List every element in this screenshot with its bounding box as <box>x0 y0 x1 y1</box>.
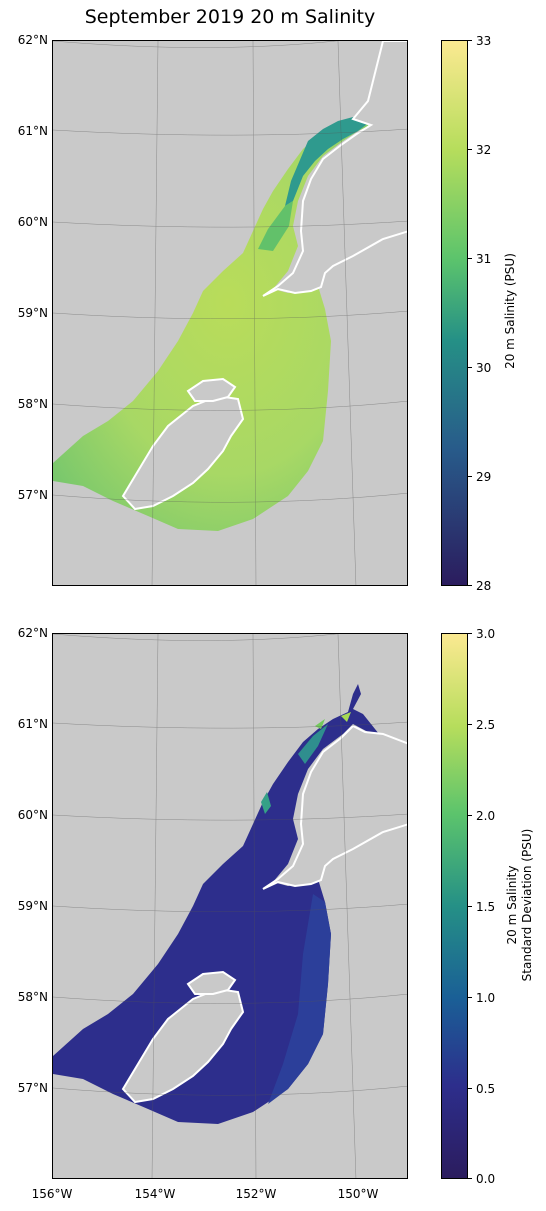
lat-label: 58°N <box>17 990 48 1004</box>
cbar-tick-label: 3.0 <box>476 627 496 641</box>
cbar-tick-label: 29 <box>476 470 492 484</box>
upper-inlet-hotspot <box>298 724 328 764</box>
lat-label: 58°N <box>17 397 48 411</box>
lat-label: 62°N <box>17 33 48 47</box>
cbar-label-line2: Standard Deviation (PSU) <box>520 828 534 982</box>
cb-tick-mark <box>468 633 472 634</box>
lat-label: 57°N <box>17 488 48 502</box>
barren-islands <box>113 1132 148 1146</box>
cb-tick-mark <box>468 724 472 725</box>
cbar-tick-label: 2.5 <box>476 718 496 732</box>
graticule <box>53 634 407 1178</box>
cbar-tick-label: 30 <box>476 361 492 375</box>
cbar-tick-label: 1.5 <box>476 900 496 914</box>
lon-label: 156°W <box>31 1187 73 1201</box>
lon-label: 154°W <box>134 1187 176 1201</box>
cbar-tick-label: 31 <box>476 252 492 266</box>
lon-label: 152°W <box>235 1187 277 1201</box>
cb-tick-mark <box>468 1088 472 1089</box>
cbar-axis-label: 20 m Salinity Standard Deviation (PSU) <box>505 815 535 995</box>
afognak-island <box>186 970 237 995</box>
water-region <box>53 684 379 1124</box>
cbar-tick-label: 33 <box>476 34 492 48</box>
upper-inlet-region <box>285 117 371 206</box>
lat-label: 60°N <box>17 808 48 822</box>
outer-shelf-region <box>268 894 331 1104</box>
salinity-std-map <box>52 633 408 1179</box>
lon-label: 150°W <box>337 1187 379 1201</box>
lat-label: 62°N <box>17 626 48 640</box>
salinity-map <box>52 40 408 586</box>
cbar-tick-label: 1.0 <box>476 991 496 1005</box>
graticule <box>53 41 407 585</box>
cb-tick-mark <box>468 40 472 41</box>
lat-label: 57°N <box>17 1081 48 1095</box>
water-region <box>53 116 371 531</box>
lat-label: 61°N <box>17 124 48 138</box>
cbar-tick-label: 32 <box>476 143 492 157</box>
inlet-head-hotspot <box>341 712 351 722</box>
salinity-colorbar <box>441 40 468 586</box>
lat-label: 59°N <box>17 306 48 320</box>
cb-tick-mark <box>468 1178 472 1179</box>
salinity-map-svg <box>53 41 407 585</box>
cbar-tick-label: 28 <box>476 579 492 593</box>
kenai-peninsula <box>262 41 407 297</box>
std-map-svg <box>53 634 407 1178</box>
lat-label: 60°N <box>17 215 48 229</box>
cbar-axis-label: 20 m Salinity (PSU) <box>503 253 517 369</box>
cbar-tick-label: 2.0 <box>476 809 496 823</box>
cb-tick-mark <box>468 258 472 259</box>
std-colorbar <box>441 633 468 1179</box>
cb-tick-mark <box>468 906 472 907</box>
cb-tick-mark <box>468 997 472 998</box>
figure-title: September 2019 20 m Salinity <box>84 6 376 28</box>
afognak-island <box>186 377 237 402</box>
cbar-tick-label: 0.5 <box>476 1082 496 1096</box>
cbar-label-line1: 20 m Salinity <box>505 865 519 945</box>
cb-tick-mark <box>468 585 472 586</box>
cb-tick-mark <box>468 815 472 816</box>
cb-tick-mark <box>468 149 472 150</box>
barren-islands <box>113 539 148 553</box>
lat-label: 59°N <box>17 899 48 913</box>
cbar-tick-label: 0.0 <box>476 1172 496 1186</box>
cb-tick-mark <box>468 476 472 477</box>
lat-label: 61°N <box>17 717 48 731</box>
mid-inlet-region <box>258 201 293 251</box>
mid-inlet-hotspot <box>261 792 271 814</box>
cb-tick-mark <box>468 367 472 368</box>
kenai-peninsula <box>262 724 407 890</box>
